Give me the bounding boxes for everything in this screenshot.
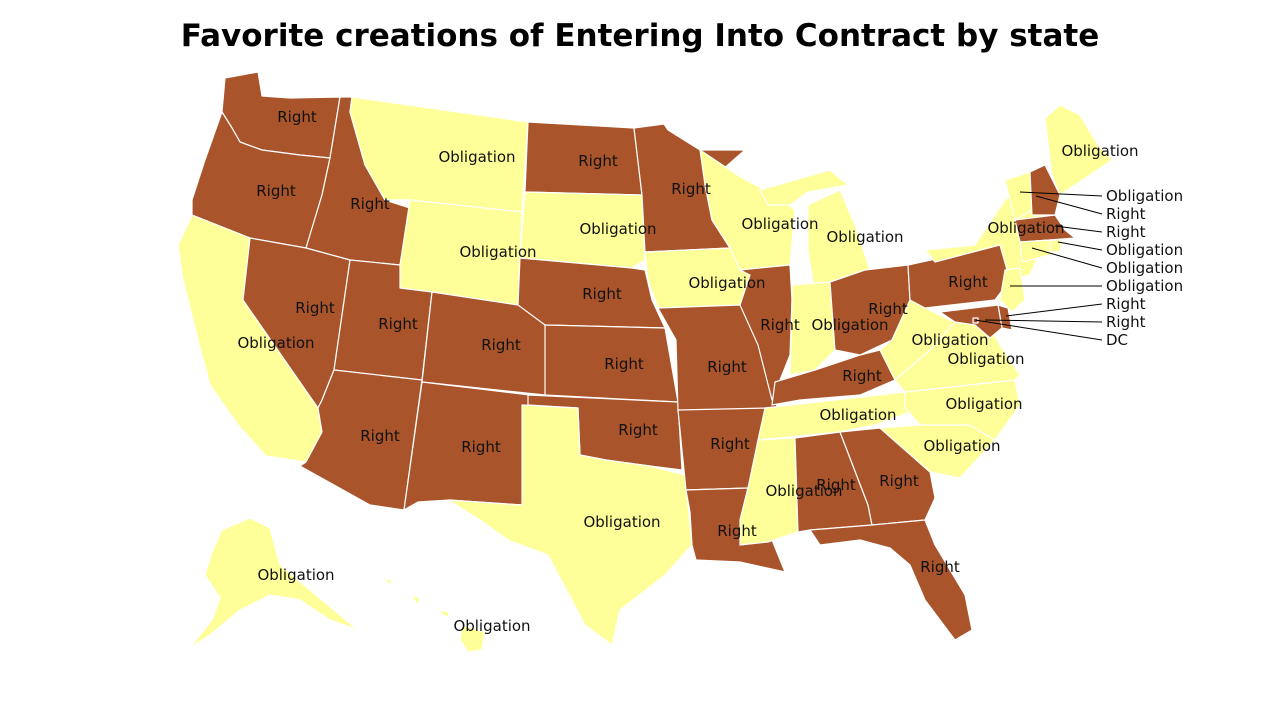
state-label-ut: Right — [378, 315, 418, 333]
state-label-oh: Right — [868, 300, 908, 318]
state-tx — [447, 404, 693, 646]
state-label-mt: Obligation — [438, 148, 515, 166]
state-ct — [1019, 239, 1051, 263]
state-labels: RightRightObligationRightRightObligation… — [237, 108, 1138, 635]
state-label-ms: Obligation — [765, 482, 842, 500]
callout-leader-md — [984, 319, 1103, 323]
state-label-hi: Obligation — [453, 617, 530, 635]
state-label-in: Obligation — [811, 316, 888, 334]
state-label-ne: Right — [582, 285, 622, 303]
state-ak — [189, 517, 359, 649]
state-label-pa: Right — [948, 273, 988, 291]
callout-leader-vt — [1019, 191, 1103, 197]
callout-leader-ct — [1031, 247, 1103, 269]
state-label-wa: Right — [277, 108, 317, 126]
state-label-me: Obligation — [1061, 142, 1138, 160]
state-label-ga: Right — [879, 472, 919, 490]
state-label-nc: Obligation — [945, 395, 1022, 413]
state-label-ny: Obligation — [987, 219, 1064, 237]
callout-labels: ObligationRightRightObligationObligation… — [974, 187, 1183, 349]
callout-leader-dc — [974, 319, 1103, 341]
state-label-va: Obligation — [947, 350, 1024, 368]
callout-leader-nh — [1035, 195, 1103, 215]
state-label-nd: Right — [578, 152, 618, 170]
state-nh — [1029, 164, 1061, 216]
state-label-mo: Right — [707, 358, 747, 376]
callout-leader-ri — [1057, 241, 1103, 251]
state-label-nm: Right — [461, 438, 501, 456]
state-label-mn: Right — [671, 180, 711, 198]
state-label-wi: Obligation — [741, 215, 818, 233]
state-il — [739, 264, 793, 401]
state-label-wv: Obligation — [911, 331, 988, 349]
callout-label-dc: DC — [1106, 331, 1128, 349]
callout-label-ma: Right — [1106, 223, 1146, 241]
state-label-ky: Right — [842, 367, 882, 385]
state-nj — [999, 267, 1026, 313]
state-ri — [1049, 239, 1063, 253]
state-label-il: Right — [760, 316, 800, 334]
callout-label-de: Right — [1106, 295, 1146, 313]
callout-label-md: Right — [1106, 313, 1146, 331]
state-label-al: Right — [816, 476, 856, 494]
state-label-id: Right — [350, 195, 390, 213]
state-label-tn: Obligation — [819, 406, 896, 424]
state-label-sd: Obligation — [579, 220, 656, 238]
callout-label-ct: Obligation — [1106, 259, 1183, 277]
state-label-ak: Obligation — [257, 566, 334, 584]
state-md — [939, 304, 1003, 339]
state-label-ar: Right — [710, 435, 750, 453]
state-label-sc: Obligation — [923, 437, 1000, 455]
state-label-or: Right — [256, 182, 296, 200]
state-label-ks: Right — [604, 355, 644, 373]
state-label-nv: Right — [295, 299, 335, 317]
callout-label-nj: Obligation — [1106, 277, 1183, 295]
callout-leader-de — [1005, 303, 1103, 317]
state-sd — [519, 191, 646, 269]
state-label-wy: Obligation — [459, 243, 536, 261]
state-label-ok: Right — [618, 421, 658, 439]
state-label-ca: Obligation — [237, 334, 314, 352]
callout-label-vt: Obligation — [1106, 187, 1183, 205]
state-nc — [904, 379, 1021, 441]
state-ne — [517, 257, 666, 329]
callout-label-nh: Right — [1106, 205, 1146, 223]
map-title: Favorite creations of Entering Into Cont… — [180, 18, 1100, 54]
state-label-az: Right — [360, 427, 400, 445]
state-label-tx: Obligation — [583, 513, 660, 531]
callout-label-ri: Obligation — [1106, 241, 1183, 259]
state-hi — [382, 577, 486, 653]
callout-leader-ma — [1054, 225, 1103, 233]
state-me — [1044, 104, 1113, 196]
state-label-la: Right — [717, 522, 757, 540]
state-shapes — [177, 71, 1113, 653]
state-fl — [809, 519, 973, 641]
state-label-ia: Obligation — [688, 274, 765, 292]
state-label-mi: Obligation — [826, 228, 903, 246]
state-label-co: Right — [481, 336, 521, 354]
state-label-fl: Right — [920, 558, 960, 576]
